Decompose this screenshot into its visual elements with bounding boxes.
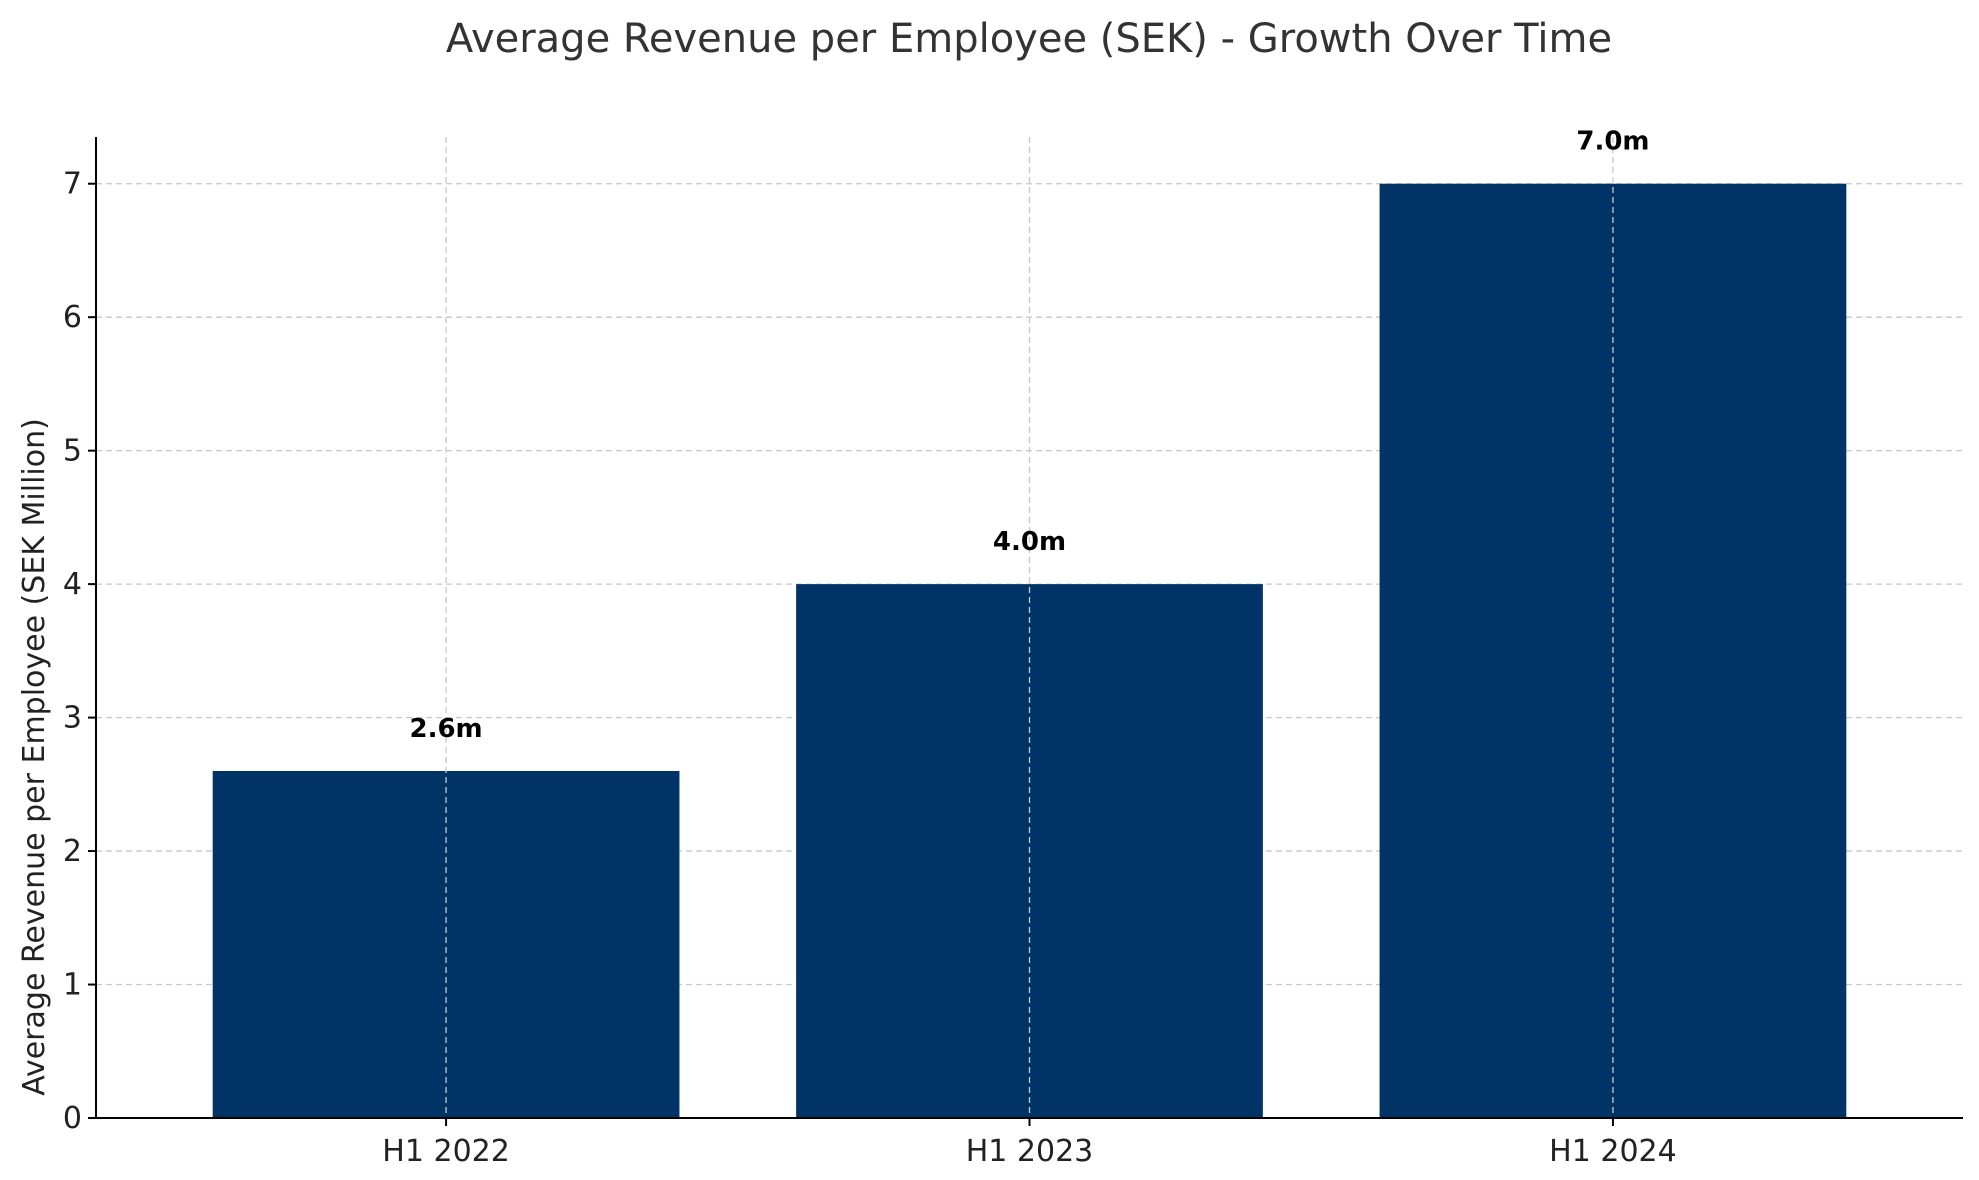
x-tick-label: H1 2024 <box>1549 1134 1677 1169</box>
y-tick-label: 7 <box>63 167 82 202</box>
y-tick-label: 0 <box>63 1101 82 1136</box>
bar-data-label: 2.6m <box>409 714 482 744</box>
y-tick-label: 4 <box>63 567 82 602</box>
bar-data-label: 4.0m <box>993 527 1066 557</box>
y-axis-label: Average Revenue per Employee (SEK Millio… <box>17 418 52 1096</box>
y-tick-label: 1 <box>63 968 82 1003</box>
x-tick-label: H1 2022 <box>382 1134 510 1169</box>
chart-title: Average Revenue per Employee (SEK) - Gro… <box>446 16 1612 62</box>
x-tick-label: H1 2023 <box>966 1134 1094 1169</box>
y-tick-label: 5 <box>63 434 82 469</box>
bar-data-label: 7.0m <box>1576 127 1649 157</box>
axis-layer: 0 1 2 3 4 5 6 7 H1 2022 H1 2023 H1 2024 <box>63 137 1963 1169</box>
y-tick-label: 3 <box>63 701 82 736</box>
y-tick-label: 6 <box>63 300 82 335</box>
bar <box>212 770 680 1118</box>
label-layer: 2.6m 4.0m 7.0m <box>409 127 1649 744</box>
y-tick-label: 2 <box>63 834 82 869</box>
